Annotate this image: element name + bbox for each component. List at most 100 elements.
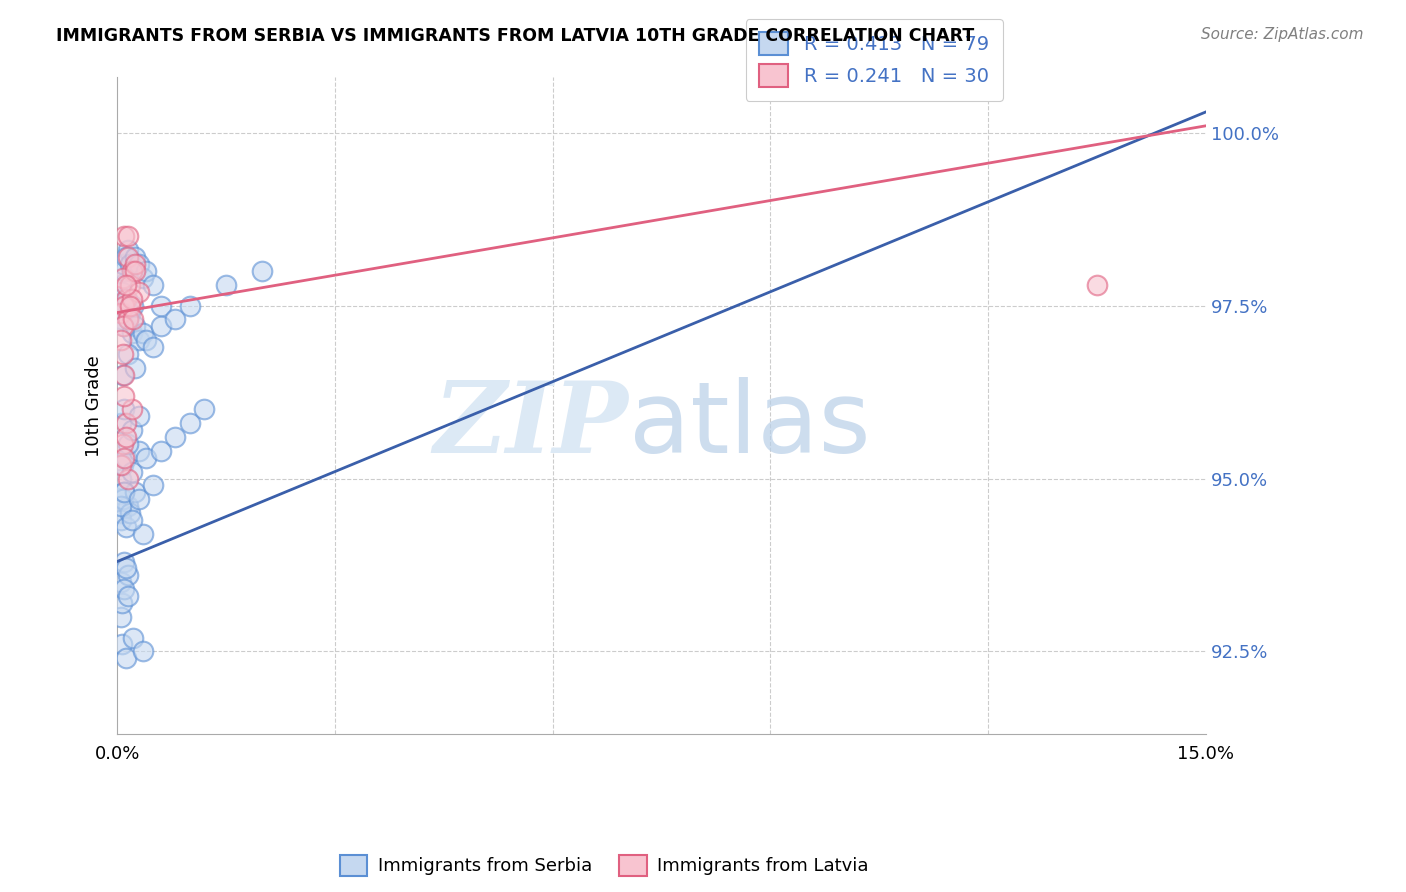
Point — [114, 485, 136, 500]
Point — [128, 333, 150, 347]
Point — [117, 471, 139, 485]
Point — [120, 506, 142, 520]
Point — [121, 264, 143, 278]
Point — [114, 299, 136, 313]
Point — [110, 305, 132, 319]
Point — [165, 312, 187, 326]
Point — [120, 277, 142, 292]
Point — [128, 443, 150, 458]
Point — [128, 409, 150, 424]
Point — [111, 347, 134, 361]
Text: atlas: atlas — [628, 377, 870, 475]
Point — [115, 561, 138, 575]
Point — [124, 319, 146, 334]
Point — [121, 292, 143, 306]
Point — [111, 285, 134, 299]
Y-axis label: 10th Grade: 10th Grade — [86, 355, 103, 457]
Point — [179, 416, 201, 430]
Point — [111, 319, 134, 334]
Point — [128, 492, 150, 507]
Point — [114, 554, 136, 568]
Point — [135, 333, 157, 347]
Point — [124, 250, 146, 264]
Point — [114, 388, 136, 402]
Point — [114, 299, 136, 313]
Point — [135, 450, 157, 465]
Point — [110, 277, 132, 292]
Point — [114, 264, 136, 278]
Point — [120, 257, 142, 271]
Point — [112, 582, 135, 597]
Point — [142, 340, 165, 354]
Legend: Immigrants from Serbia, Immigrants from Latvia: Immigrants from Serbia, Immigrants from … — [333, 847, 876, 883]
Point — [124, 360, 146, 375]
Point — [111, 638, 134, 652]
Point — [121, 423, 143, 437]
Text: ZIP: ZIP — [434, 377, 628, 474]
Point — [115, 651, 138, 665]
Point — [121, 465, 143, 479]
Point — [121, 326, 143, 341]
Point — [115, 292, 138, 306]
Point — [110, 416, 132, 430]
Point — [131, 526, 153, 541]
Point — [115, 277, 138, 292]
Point — [111, 271, 134, 285]
Point — [115, 416, 138, 430]
Point — [131, 326, 153, 341]
Point — [122, 312, 145, 326]
Point — [124, 257, 146, 271]
Point — [117, 568, 139, 582]
Point — [124, 485, 146, 500]
Point — [124, 264, 146, 278]
Text: IMMIGRANTS FROM SERBIA VS IMMIGRANTS FROM LATVIA 10TH GRADE CORRELATION CHART: IMMIGRANTS FROM SERBIA VS IMMIGRANTS FRO… — [56, 27, 974, 45]
Point — [114, 450, 136, 465]
Point — [110, 292, 132, 306]
Point — [114, 368, 136, 382]
Point — [117, 244, 139, 258]
Point — [110, 610, 132, 624]
Point — [135, 264, 157, 278]
Point — [114, 485, 136, 500]
Point — [110, 333, 132, 347]
Point — [110, 506, 132, 520]
Point — [111, 368, 134, 382]
Point — [115, 450, 138, 465]
Point — [142, 478, 165, 492]
Point — [149, 443, 172, 458]
Point — [120, 305, 142, 319]
Point — [117, 589, 139, 603]
Point — [110, 499, 132, 513]
Point — [117, 229, 139, 244]
Point — [131, 271, 153, 285]
Point — [252, 264, 274, 278]
Point — [122, 299, 145, 313]
Point — [149, 299, 172, 313]
Point — [121, 264, 143, 278]
Point — [215, 277, 238, 292]
Point — [110, 471, 132, 485]
Point — [128, 257, 150, 271]
Point — [117, 437, 139, 451]
Point — [115, 292, 138, 306]
Point — [110, 312, 132, 326]
Point — [121, 402, 143, 417]
Point — [111, 305, 134, 319]
Point — [111, 257, 134, 271]
Point — [110, 575, 132, 590]
Point — [142, 277, 165, 292]
Point — [149, 319, 172, 334]
Point — [120, 299, 142, 313]
Point — [117, 312, 139, 326]
Point — [114, 229, 136, 244]
Point — [111, 596, 134, 610]
Point — [110, 513, 132, 527]
Point — [1085, 277, 1108, 292]
Point — [179, 299, 201, 313]
Point — [114, 319, 136, 334]
Point — [122, 631, 145, 645]
Point — [117, 250, 139, 264]
Point — [111, 437, 134, 451]
Point — [110, 458, 132, 472]
Point — [115, 250, 138, 264]
